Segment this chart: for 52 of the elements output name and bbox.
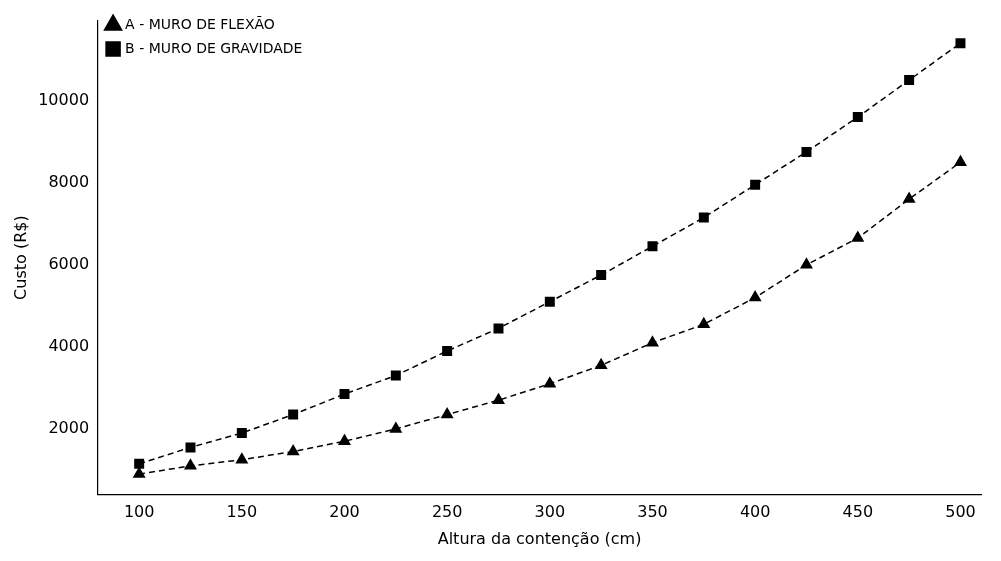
point (492, 393, 505, 404)
x-tick-label: 500 (945, 502, 976, 522)
y-tick-label: 10000 (38, 89, 90, 109)
point (493, 323, 504, 334)
point (852, 112, 863, 123)
point (596, 270, 607, 281)
point (851, 231, 864, 242)
point (544, 296, 555, 307)
point (646, 336, 659, 347)
point (800, 258, 813, 269)
point (442, 345, 453, 356)
point (339, 389, 350, 400)
point (288, 409, 299, 420)
point (185, 442, 196, 453)
point (749, 290, 762, 302)
x-tick-label: 450 (842, 502, 874, 522)
point (647, 241, 658, 252)
point (904, 75, 915, 86)
legend-label: A - MURO DE FLEXÃO (125, 15, 275, 32)
legend-label: B - MURO DE GRAVIDADE (125, 39, 303, 56)
x-tick-label: 350 (637, 502, 668, 522)
point (134, 458, 145, 469)
y-tick-label: 6000 (48, 253, 90, 273)
point (903, 192, 916, 203)
y-tick-label: 2000 (48, 418, 90, 438)
x-tick-label: 400 (739, 502, 771, 522)
point (133, 467, 146, 478)
point (441, 407, 454, 419)
point (287, 444, 300, 456)
point (955, 38, 966, 49)
point (595, 358, 608, 370)
y-tick-label: 8000 (48, 171, 90, 191)
point (389, 422, 402, 433)
x-tick-label: 250 (431, 502, 463, 522)
point (543, 377, 556, 388)
x-tick-label: 100 (123, 502, 155, 522)
point (236, 428, 247, 439)
point (235, 452, 248, 464)
y-tick-label: 4000 (48, 336, 90, 356)
y-axis-title: Custo (R$) (10, 215, 30, 300)
point (750, 179, 761, 190)
point (801, 146, 812, 157)
point (697, 317, 710, 329)
point (338, 434, 351, 445)
point (390, 370, 401, 381)
point (184, 459, 197, 470)
x-tick-label: 150 (226, 502, 258, 522)
point (954, 155, 967, 166)
x-axis-title: Altura da contenção (cm) (437, 528, 642, 548)
x-tick-label: 300 (534, 502, 566, 522)
point (698, 212, 709, 223)
x-tick-label: 200 (329, 502, 360, 522)
